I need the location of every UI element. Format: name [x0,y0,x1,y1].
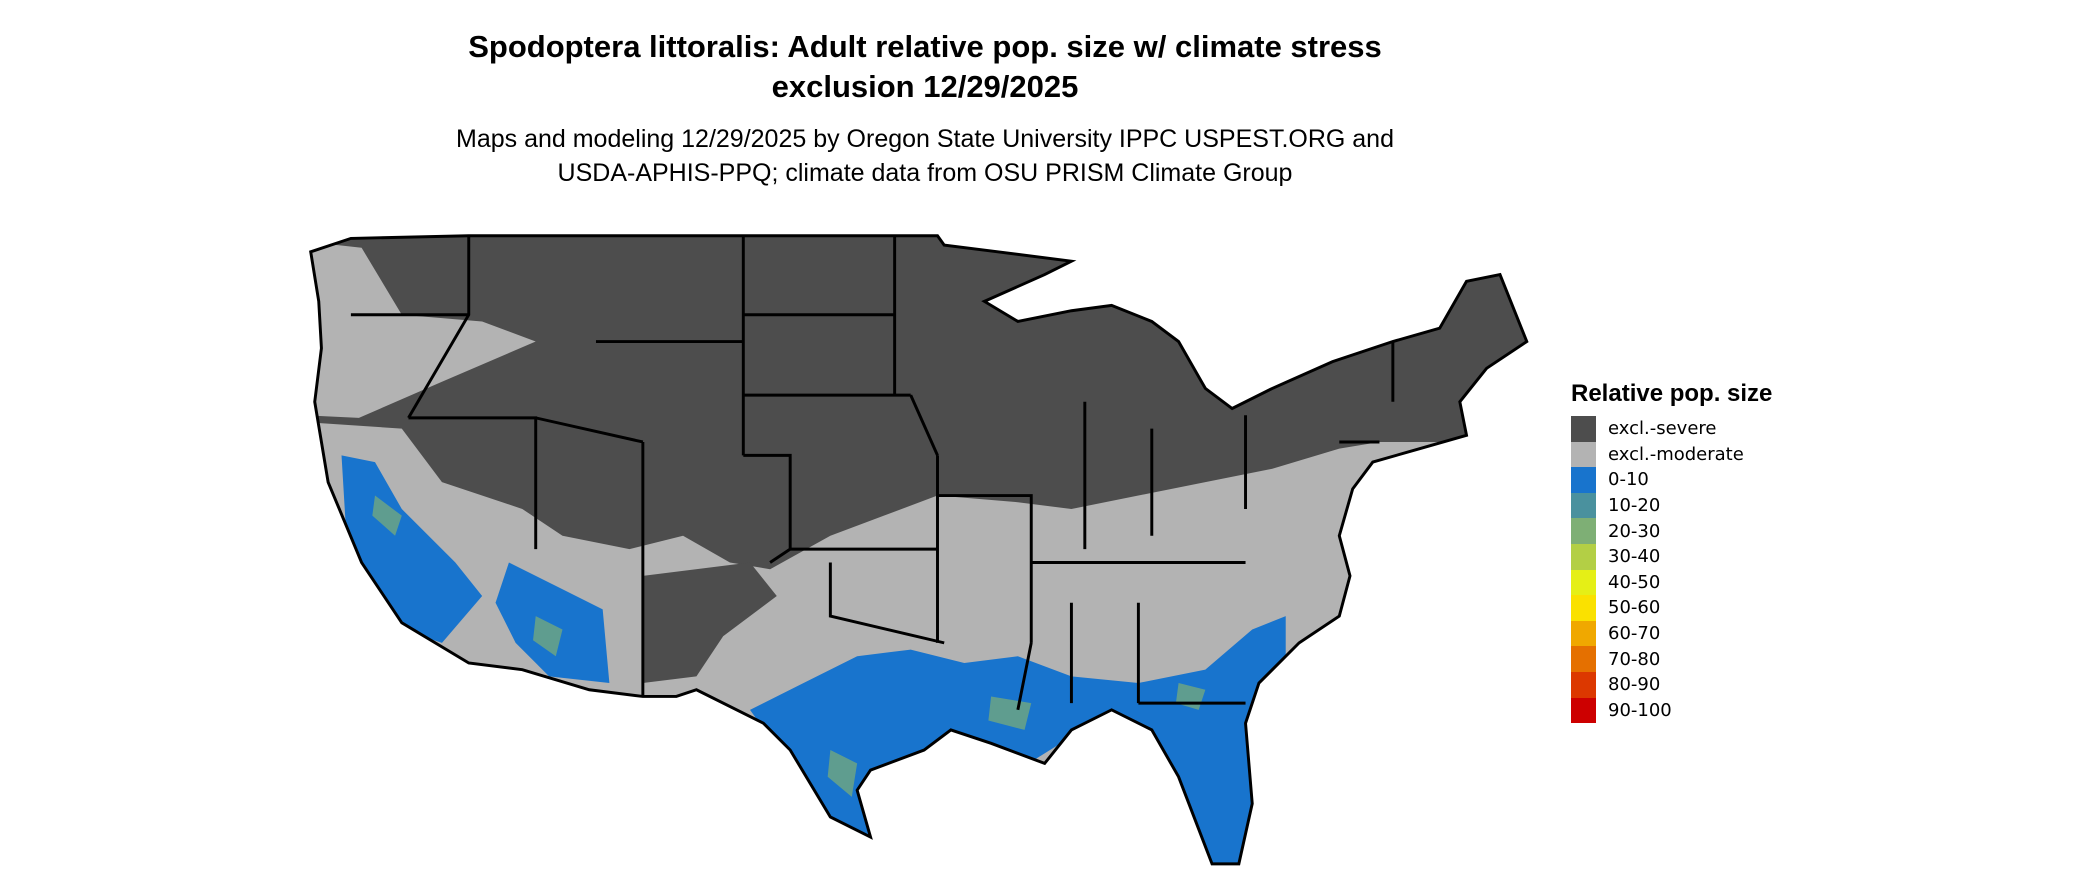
legend-item: 60-70 [1571,620,1772,647]
map-title-line2: exclusion 12/29/2025 [771,69,1079,104]
legend-label: excl.-moderate [1608,443,1744,465]
excl-moderate-region-northwest [310,241,536,418]
legend-label: 40-50 [1608,571,1661,593]
legend-swatch [1571,543,1596,570]
legend-item: 50-60 [1571,595,1772,621]
legend-label: 30-40 [1608,546,1661,568]
legend-swatch [1571,671,1596,698]
legend: Relative pop. size excl.-severe excl.-mod… [1571,380,1773,724]
legend-item: 10-20 [1571,492,1772,519]
legend-label: 90-100 [1608,699,1672,721]
legend-item: 40-50 [1571,569,1772,596]
legend-item: 20-30 [1571,518,1772,544]
map-subtitle-line1: Maps and modeling 12/29/2025 by Oregon S… [456,125,1394,153]
legend-label: 10-20 [1608,495,1661,517]
legend-label: excl.-severe [1608,418,1717,440]
legend-label: 70-80 [1608,648,1661,670]
legend-item: excl.-moderate [1571,441,1772,468]
legend-swatch [1571,518,1596,544]
legend-label: 80-90 [1608,674,1661,696]
legend-item: excl.-severe [1571,416,1772,442]
legend-swatch [1571,416,1596,442]
legend-title: Relative pop. size [1571,380,1773,407]
excl-severe-region-southwest [642,562,777,684]
legend-swatch [1571,646,1596,672]
pop-20-30-speckle [372,495,1206,797]
legend-swatch [1571,595,1596,621]
legend-item: 90-100 [1571,697,1772,724]
map-title-line1: Spodoptera littoralis: Adult relative po… [468,29,1382,64]
legend-item: 0-10 [1571,467,1772,493]
legend-label: 0-10 [1608,469,1649,491]
legend-swatch [1571,569,1596,596]
legend-item: 80-90 [1571,671,1772,698]
pop-0-10-region-arizona [495,562,610,684]
legend-swatch [1571,620,1596,647]
legend-label: 60-70 [1608,623,1661,645]
legend-item: 30-40 [1571,543,1772,570]
legend-swatch [1571,467,1596,493]
state-borders [309,234,1529,866]
legend-label: 20-30 [1608,520,1661,542]
legend-label: 50-60 [1608,597,1661,619]
legend-swatch [1571,697,1596,724]
legend-item: 70-80 [1571,646,1772,672]
map-subtitle-line2: USDA-APHIS-PPQ; climate data from OSU PR… [557,159,1293,187]
legend-swatch [1571,492,1596,519]
legend-swatch [1571,441,1596,468]
